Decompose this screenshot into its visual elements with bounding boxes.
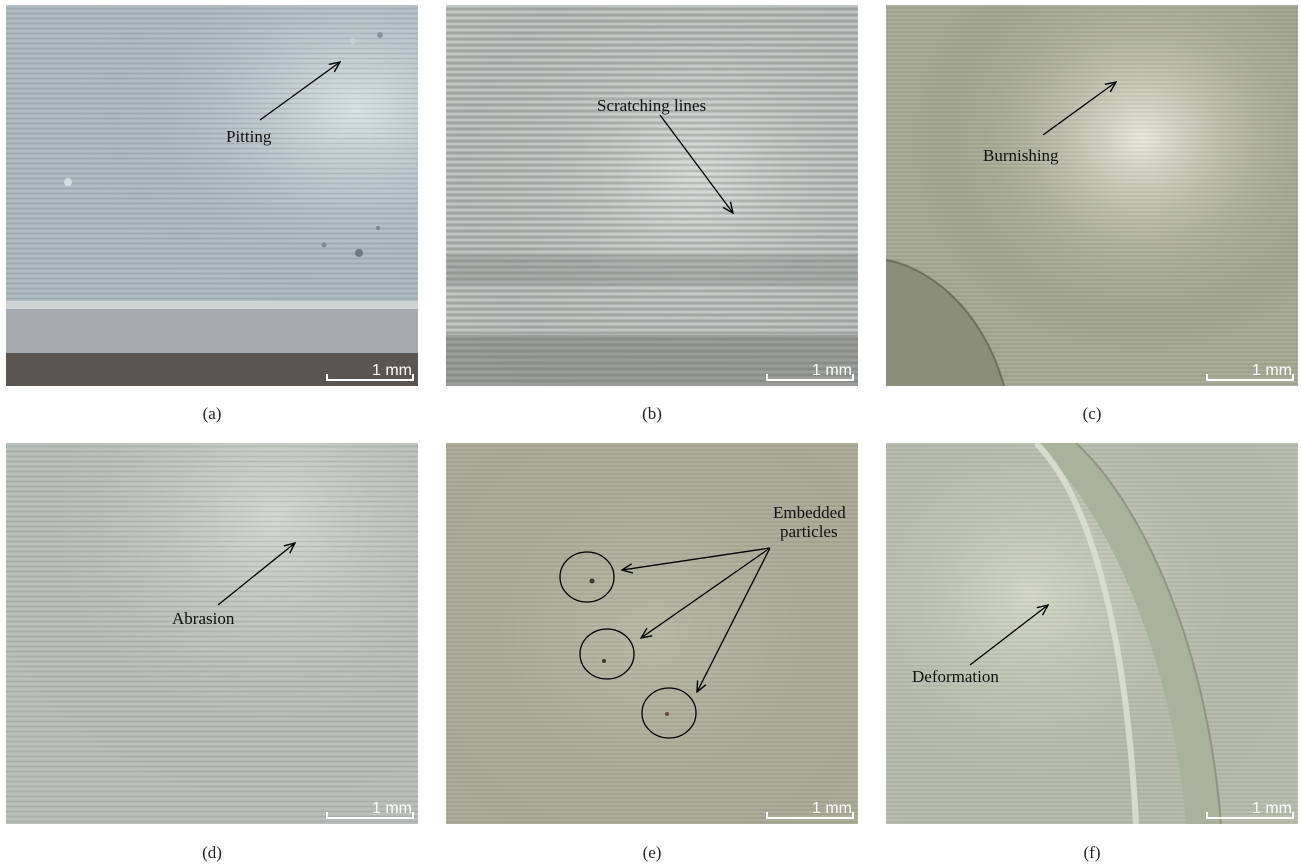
scale-bar-a: 1 mm <box>326 360 414 384</box>
label-particles: particles <box>780 522 838 541</box>
caption-e: (e) <box>642 843 662 862</box>
micrograph-panel-d: 1 mm <box>6 443 418 824</box>
micrograph-image-c <box>886 5 1298 386</box>
caption-d: (d) <box>202 843 222 862</box>
micrograph-panel-b: 1 mm <box>446 5 858 386</box>
label-pitting: Pitting <box>226 127 272 146</box>
micrograph-panel-e: 1 mm <box>446 443 858 824</box>
caption-a: (a) <box>202 404 222 423</box>
micrograph-image-e <box>446 443 858 824</box>
label-burnishing: Burnishing <box>983 146 1059 165</box>
scale-bar-e: 1 mm <box>766 798 854 822</box>
caption-f: (f) <box>1083 843 1101 862</box>
label-embedded: Embedded <box>773 503 846 522</box>
scale-bar-d: 1 mm <box>326 798 414 822</box>
label-abrasion: Abrasion <box>172 609 235 628</box>
caption-c: (c) <box>1082 404 1102 423</box>
micrograph-panel-a: 1 mm <box>6 5 418 386</box>
micrograph-panel-f: 1 mm <box>886 443 1298 824</box>
micrograph-image-d <box>6 443 418 824</box>
label-scratching-lines: Scratching lines <box>597 96 707 115</box>
label-deformation: Deformation <box>912 667 999 686</box>
scale-bar-f: 1 mm <box>1206 798 1294 822</box>
micrograph-panel-c: 1 mm <box>886 5 1298 386</box>
micrograph-image-b <box>446 5 858 386</box>
micrograph-image-a <box>6 5 418 386</box>
caption-b: (b) <box>642 404 662 423</box>
micrograph-image-f <box>886 443 1298 824</box>
scale-bar-b: 1 mm <box>766 360 854 384</box>
scale-bar-c: 1 mm <box>1206 360 1294 384</box>
